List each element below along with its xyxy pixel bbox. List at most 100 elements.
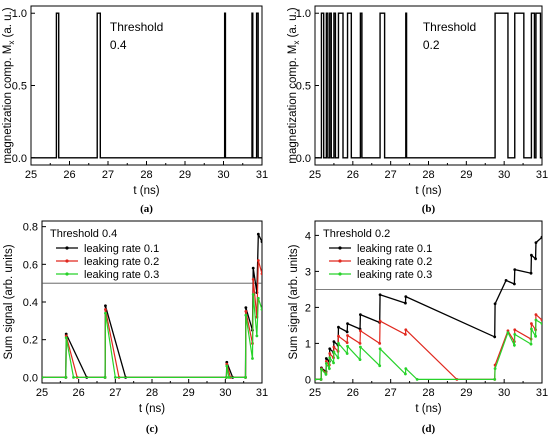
series-point-rate-0.3 [513, 333, 517, 336]
series-point-rate-0.3 [337, 342, 340, 345]
series-point-rate-0.1 [530, 253, 533, 257]
series-point-rate-0.3 [404, 372, 407, 376]
series-point-rate-0.3 [315, 378, 317, 381]
series-point-rate-0.2 [345, 341, 349, 345]
chart-panel-d: 25 26 27 28 29 30 31 0 1 2 3 4 t (ns) Sum signal (arb… [288, 220, 548, 415]
series-point-rate-0.2 [540, 318, 542, 322]
series-point-rate-0.3 [64, 336, 68, 340]
series-point-rate-0.3 [512, 343, 516, 347]
series-point-rate-0.3 [319, 378, 323, 381]
series-point-rate-0.1 [529, 271, 533, 275]
series-point-rate-0.1 [337, 325, 340, 329]
legend-swatch-marker [65, 259, 69, 263]
legend-swatch-marker [65, 272, 69, 276]
series-point-rate-0.1 [534, 257, 537, 261]
x-tick-label: 31 [256, 387, 268, 399]
series-point-rate-0.3 [404, 367, 408, 370]
y-tick-label: 1.0 [12, 8, 27, 20]
x-tick-label: 29 [460, 169, 472, 181]
series-point-rate-0.1 [324, 357, 328, 360]
legend-entry: leaking rate 0.1 [84, 243, 159, 255]
x-tick-label: 25 [309, 387, 321, 399]
series-point-rate-0.1 [512, 282, 516, 286]
series-point-rate-0.2 [378, 342, 382, 345]
x-tick-label: 30 [498, 387, 510, 399]
plot-area [31, 12, 262, 159]
y-tick-label: 2 [305, 302, 311, 314]
series-point-rate-0.3 [327, 367, 331, 370]
series-point-rate-0.3 [225, 375, 228, 379]
y-tick-label: 0.4 [23, 297, 38, 309]
series-point-rate-0.2 [358, 342, 362, 345]
series-point-rate-0.2 [404, 333, 407, 336]
series-point-rate-0.3 [72, 375, 75, 379]
legend-entry: leaking rate 0.2 [357, 256, 432, 268]
series-point-rate-0.3 [227, 375, 231, 379]
y-axis-label-main: magnetization comp. M [2, 45, 14, 164]
y-tick-label: 0.8 [23, 222, 38, 234]
series-point-rate-0.1 [256, 232, 260, 236]
series-point-rate-0.3 [260, 308, 262, 311]
x-tick-label: 28 [422, 387, 434, 399]
threshold-annotation-value: 0.4 [110, 38, 127, 52]
series-point-rate-0.3 [42, 375, 44, 379]
series-point-rate-0.2 [260, 272, 262, 276]
legend-title: Threshold 0.4 [50, 228, 117, 240]
series-point-rate-0.1 [404, 301, 407, 305]
series-point-rate-0.2 [534, 313, 538, 316]
y-tick-label: 4 [305, 230, 311, 242]
legend-swatch-marker [338, 259, 342, 263]
y-tick-label: 0.2 [23, 335, 38, 347]
series-point-rate-0.3 [251, 357, 254, 360]
series-point-rate-0.3 [493, 378, 497, 381]
x-tick-label: 26 [347, 387, 359, 399]
series-point-rate-0.1 [260, 240, 262, 244]
series-point-rate-0.3 [332, 350, 336, 354]
threshold-annotation-title: Threshold [110, 20, 163, 34]
x-tick-label: 27 [102, 169, 114, 181]
y-tick-label: 0.0 [296, 153, 311, 165]
series-point-rate-0.2 [244, 310, 248, 313]
pulse-series-line [315, 12, 542, 159]
series-point-rate-0.3 [251, 293, 255, 296]
series-point-rate-0.2 [359, 329, 362, 333]
series-point-rate-0.3 [328, 356, 332, 360]
x-tick-label: 27 [385, 387, 397, 399]
x-tick-label: 29 [179, 169, 191, 181]
legend-entry: leaking rate 0.1 [357, 243, 432, 255]
chart-panel-c: 25 26 27 28 29 30 31 0.0 0.2 0.4 0.6 0.8 t (ns) Sum s… [3, 220, 268, 415]
series-point-rate-0.3 [534, 318, 538, 322]
series-point-rate-0.1 [251, 266, 255, 270]
plot-area [315, 12, 542, 159]
y-tick-label: 0.5 [296, 81, 311, 93]
series-point-rate-0.3 [358, 358, 362, 361]
series-point-rate-0.1 [378, 293, 382, 297]
legend-swatch-marker [65, 246, 69, 250]
series-point-rate-0.2 [404, 328, 408, 332]
x-tick-label: 29 [460, 387, 472, 399]
legend-entry: leaking rate 0.3 [84, 269, 159, 281]
chart-panel-b: 25 26 27 28 29 30 31 0.0 0.5 1.0 t (ns) magnetizati… [287, 5, 548, 197]
series-point-rate-0.3 [225, 364, 229, 368]
series-point-rate-0.1 [513, 268, 517, 271]
y-axis-label: magnetization comp. Mx (a. u.) [2, 7, 16, 163]
series-point-rate-0.1 [534, 241, 538, 245]
series-point-rate-0.3 [345, 352, 349, 355]
y-tick-label: 0 [305, 374, 311, 386]
y-tick-label: 0.0 [12, 153, 27, 165]
series-point-rate-0.3 [255, 334, 259, 338]
x-tick-label: 30 [217, 169, 229, 181]
series-point-rate-0.3 [324, 372, 328, 376]
y-axis-label-subscript: x [292, 41, 301, 45]
series-point-rate-0.1 [359, 313, 362, 316]
x-tick-label: 28 [422, 169, 434, 181]
x-tick-label: 25 [25, 169, 37, 181]
series-point-rate-0.2 [378, 319, 382, 323]
series-point-rate-0.2 [256, 259, 260, 262]
chart-panel-a: 25 26 27 28 29 30 31 0.0 0.5 1.0 t (ns) magnetizati… [2, 5, 268, 197]
series-point-rate-0.3 [534, 334, 537, 338]
series-point-rate-0.3 [332, 361, 335, 365]
x-tick-label: 28 [140, 169, 152, 181]
series-point-rate-0.2 [332, 345, 336, 349]
